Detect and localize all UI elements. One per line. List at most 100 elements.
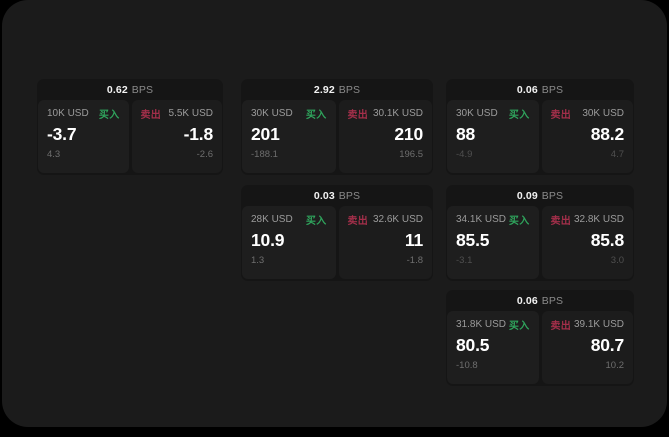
card-header: 0.03 BPS — [241, 185, 433, 206]
bps-value: 0.06 — [516, 83, 538, 96]
bps-value: 0.09 — [516, 189, 538, 202]
quote-card[interactable]: 0.06 BPS 31.8K USD 买入 80.5 -10.8 卖出 39.1… — [446, 290, 634, 386]
sell-quantity: 32.6K USD — [372, 214, 423, 225]
buy-side-header: 30K USD 买入 — [251, 107, 327, 121]
sell-side[interactable]: 卖出 39.1K USD 80.7 10.2 — [541, 311, 633, 384]
buy-side[interactable]: 30K USD 买入 201 -188.1 — [242, 100, 336, 173]
card-sides: 30K USD 买入 88 -4.9 卖出 30K USD 88.2 4.7 — [446, 100, 634, 174]
bps-value: 0.06 — [516, 294, 538, 307]
buy-sub-value: -10.8 — [456, 360, 478, 371]
sell-sub-value: 10.2 — [605, 360, 625, 371]
card-sides: 34.1K USD 买入 85.5 -3.1 卖出 32.8K USD 85.8… — [446, 206, 634, 280]
sell-sub-value: 4.7 — [610, 149, 624, 160]
buy-tag: 买入 — [508, 216, 530, 227]
buy-tag: 买入 — [508, 110, 530, 121]
buy-side[interactable]: 34.1K USD 买入 85.5 -3.1 — [447, 206, 539, 279]
sell-tag: 卖出 — [347, 216, 369, 227]
buy-quantity: 30K USD — [456, 108, 498, 119]
card-sides: 10K USD 买入 -3.7 4.3 卖出 5.5K USD -1.8 -2.… — [37, 100, 223, 174]
sell-value: 210 — [394, 124, 423, 144]
sell-side-header: 卖出 30.1K USD — [347, 107, 424, 121]
sell-tag: 卖出 — [347, 110, 369, 121]
quote-card[interactable]: 0.62 BPS 10K USD 买入 -3.7 4.3 卖出 5.5K USD — [37, 79, 223, 175]
buy-sub-value: -188.1 — [251, 149, 278, 160]
buy-side[interactable]: 10K USD 买入 -3.7 4.3 — [38, 100, 129, 173]
bps-value: 0.03 — [313, 189, 335, 202]
bps-unit-label: BPS — [541, 83, 564, 96]
sell-value: 85.8 — [590, 230, 624, 250]
buy-quantity: 10K USD — [47, 108, 89, 119]
buy-tag: 买入 — [305, 216, 327, 227]
sell-tag: 卖出 — [550, 321, 572, 332]
sell-side-header: 卖出 32.8K USD — [550, 213, 625, 227]
buy-value: 88 — [456, 124, 476, 144]
quote-card[interactable]: 0.03 BPS 28K USD 买入 10.9 1.3 卖出 32.6K US… — [241, 185, 433, 281]
card-sides: 28K USD 买入 10.9 1.3 卖出 32.6K USD 11 -1.8 — [241, 206, 433, 280]
sell-sub-value: -2.6 — [196, 149, 213, 160]
card-header: 0.06 BPS — [446, 290, 634, 311]
sell-tag: 卖出 — [140, 110, 162, 121]
buy-side-header: 30K USD 买入 — [456, 107, 530, 121]
card-header: 2.92 BPS — [241, 79, 433, 100]
buy-quantity: 31.8K USD — [456, 319, 507, 330]
sell-side[interactable]: 卖出 30K USD 88.2 4.7 — [541, 100, 633, 173]
buy-value: -3.7 — [47, 124, 77, 144]
sell-quantity: 30K USD — [582, 108, 624, 119]
sell-quantity: 5.5K USD — [168, 108, 213, 119]
buy-sub-value: 1.3 — [251, 255, 265, 266]
buy-side[interactable]: 28K USD 买入 10.9 1.3 — [242, 206, 336, 279]
sell-side-header: 卖出 32.6K USD — [347, 213, 424, 227]
buy-side-header: 28K USD 买入 — [251, 213, 327, 227]
bps-unit-label: BPS — [131, 83, 154, 96]
buy-quantity: 28K USD — [251, 214, 293, 225]
card-header: 0.06 BPS — [446, 79, 634, 100]
sell-quantity: 30.1K USD — [372, 108, 423, 119]
card-sides: 31.8K USD 买入 80.5 -10.8 卖出 39.1K USD 80.… — [446, 311, 634, 385]
sell-value: 11 — [404, 230, 423, 250]
sell-side-header: 卖出 5.5K USD — [140, 107, 214, 121]
buy-side[interactable]: 30K USD 买入 88 -4.9 — [447, 100, 539, 173]
sell-side[interactable]: 卖出 32.8K USD 85.8 3.0 — [541, 206, 633, 279]
sell-tag: 卖出 — [550, 216, 572, 227]
sell-sub-value: 196.5 — [399, 149, 423, 160]
buy-side-header: 34.1K USD 买入 — [456, 213, 530, 227]
buy-value: 201 — [251, 124, 280, 144]
bps-unit-label: BPS — [338, 83, 361, 96]
bps-unit-label: BPS — [541, 189, 564, 202]
buy-side[interactable]: 31.8K USD 买入 80.5 -10.8 — [447, 311, 539, 384]
buy-quantity: 30K USD — [251, 108, 293, 119]
sell-sub-value: 3.0 — [610, 255, 624, 266]
card-header: 0.62 BPS — [37, 79, 223, 100]
bps-value: 2.92 — [313, 83, 335, 96]
buy-tag: 买入 — [508, 321, 530, 332]
sell-side-header: 卖出 39.1K USD — [550, 318, 625, 332]
bps-unit-label: BPS — [541, 294, 564, 307]
sell-side[interactable]: 卖出 30.1K USD 210 196.5 — [338, 100, 432, 173]
buy-tag: 买入 — [305, 110, 327, 121]
sell-side[interactable]: 卖出 5.5K USD -1.8 -2.6 — [131, 100, 222, 173]
buy-quantity: 34.1K USD — [456, 214, 507, 225]
buy-sub-value: -3.1 — [456, 255, 473, 266]
buy-sub-value: -4.9 — [456, 149, 473, 160]
quote-card[interactable]: 0.09 BPS 34.1K USD 买入 85.5 -3.1 卖出 32.8K… — [446, 185, 634, 281]
bps-value: 0.62 — [106, 83, 128, 96]
card-header: 0.09 BPS — [446, 185, 634, 206]
buy-sub-value: 4.3 — [47, 149, 61, 160]
sell-value: 80.7 — [590, 335, 624, 355]
quote-card[interactable]: 2.92 BPS 30K USD 买入 201 -188.1 卖出 30.1K … — [241, 79, 433, 175]
sell-value: 88.2 — [590, 124, 624, 144]
sell-side[interactable]: 卖出 32.6K USD 11 -1.8 — [338, 206, 432, 279]
buy-value: 80.5 — [456, 335, 490, 355]
card-sides: 30K USD 买入 201 -188.1 卖出 30.1K USD 210 1… — [241, 100, 433, 174]
buy-side-header: 10K USD 买入 — [47, 107, 120, 121]
sell-quantity: 39.1K USD — [573, 319, 624, 330]
sell-value: -1.8 — [183, 124, 214, 144]
sell-sub-value: -1.8 — [406, 255, 423, 266]
sell-tag: 卖出 — [550, 110, 572, 121]
bps-unit-label: BPS — [338, 189, 361, 202]
buy-value: 85.5 — [456, 230, 490, 250]
buy-tag: 买入 — [98, 110, 120, 121]
sell-side-header: 卖出 30K USD — [550, 107, 625, 121]
quote-card[interactable]: 0.06 BPS 30K USD 买入 88 -4.9 卖出 30K USD — [446, 79, 634, 175]
